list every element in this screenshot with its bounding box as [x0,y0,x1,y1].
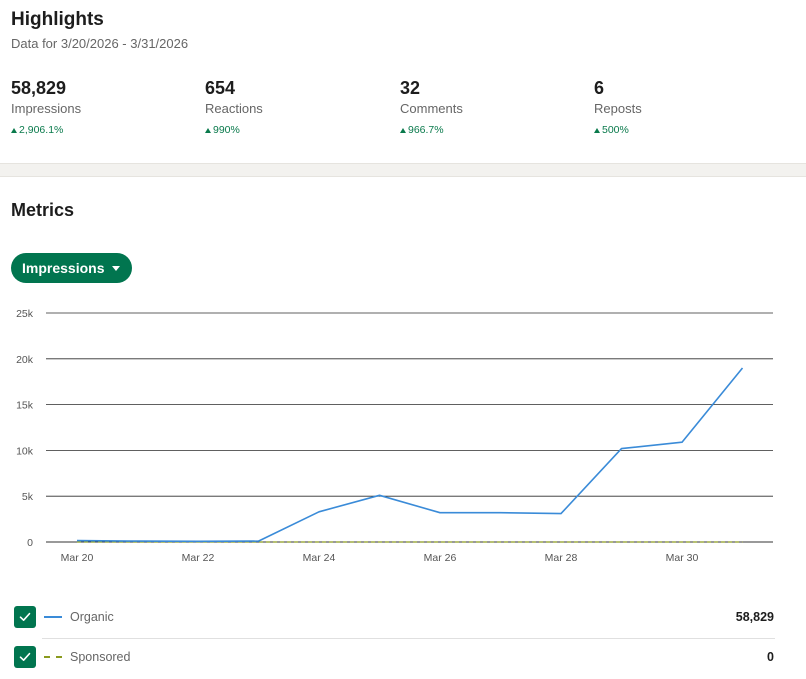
caret-down-icon [112,265,121,271]
kpi-delta-value: 990% [213,124,240,136]
organic-checkbox[interactable] [14,606,36,628]
highlights-section: Highlights Data for 3/20/2026 - 3/31/202… [0,0,806,163]
metric-select-label: Impressions [22,260,105,276]
chart-gridlines [46,312,773,543]
organic-line-swatch [44,616,62,618]
y-tick-label: 10k [16,445,34,457]
chart-series [76,367,744,543]
x-tick-label: Mar 30 [666,552,699,564]
x-tick-label: Mar 24 [303,552,336,564]
metric-select-button[interactable]: Impressions [11,253,133,283]
arrow-up-icon [400,128,406,133]
y-tick-label: 25k [16,308,34,320]
sponsored-checkbox[interactable] [14,646,36,668]
y-axis-ticks: 0 5k 10k 15k 20k 25k [16,308,34,549]
kpi-label: Reactions [205,101,263,116]
kpi-label: Reposts [594,101,642,116]
impressions-line-chart: 0 5k 10k 15k 20k 25k Mar 20 Mar 22 Mar 24 Mar 26… [16,308,773,564]
legend-divider [42,638,775,639]
date-range-label: Data for 3/20/2026 - 3/31/2026 [11,36,189,51]
legend-item-sponsored[interactable]: Sponsored 0 [14,646,774,668]
check-icon [19,652,31,661]
kpi-reactions: 654 Reactions 990% [205,77,395,137]
legend-label: Organic [70,610,114,624]
highlights-title: Highlights [11,9,104,30]
y-tick-label: 0 [27,537,33,549]
kpi-label: Impressions [11,101,82,116]
legend-label: Sponsored [70,650,131,664]
kpi-comments: 32 Comments 966.7% [400,77,590,137]
series-line-organic [76,367,744,543]
x-axis-ticks: Mar 20 Mar 22 Mar 24 Mar 26 Mar 28 Mar 30 [61,552,699,564]
kpi-value: 58,829 [11,78,67,98]
check-icon [19,612,31,621]
kpi-delta: 500% [594,124,784,137]
y-tick-label: 15k [16,400,34,412]
kpi-reposts: 6 Reposts 500% [594,77,784,137]
metrics-title: Metrics [11,200,75,220]
section-divider [0,163,806,177]
y-tick-label: 20k [16,354,34,366]
legend-item-organic[interactable]: Organic 58,829 [14,606,774,628]
x-tick-label: Mar 28 [545,552,578,564]
kpi-delta: 2,906.1% [11,124,201,137]
kpi-delta: 966.7% [400,124,590,137]
arrow-up-icon [594,128,600,133]
arrow-up-icon [205,128,211,133]
kpi-delta-value: 500% [602,124,629,136]
kpi-label: Comments [400,101,463,116]
x-tick-label: Mar 26 [424,552,457,564]
kpi-value: 32 [400,78,421,98]
kpi-value: 654 [205,78,236,98]
kpi-impressions: 58,829 Impressions 2,906.1% [11,77,201,137]
y-tick-label: 5k [22,491,34,503]
x-tick-label: Mar 20 [61,552,94,564]
x-tick-label: Mar 22 [182,552,215,564]
kpi-delta-value: 2,906.1% [19,124,64,136]
kpi-delta: 990% [205,124,395,137]
legend-total: 0 [767,650,774,664]
legend-total: 58,829 [735,610,774,624]
kpi-delta-value: 966.7% [408,124,444,136]
arrow-up-icon [11,128,17,133]
sponsored-line-swatch [44,656,62,658]
kpi-value: 6 [594,78,605,98]
